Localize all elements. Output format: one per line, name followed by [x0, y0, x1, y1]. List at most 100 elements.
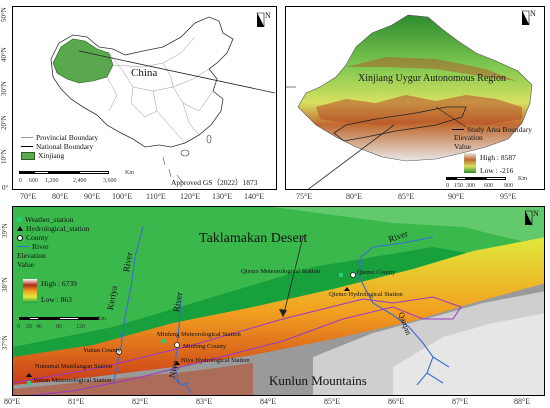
approval-text: Approved GS（2022）1873 [171, 178, 258, 187]
xinjiang-title: Xinjiang Uygur Autonomous Region [358, 73, 507, 84]
scale-tick: 120 [76, 324, 85, 330]
niya-hydro-label: Niya Hydrological Station [181, 357, 250, 364]
lon-tick: 80°E [346, 192, 363, 201]
xinjiang-swatch [21, 151, 35, 160]
lon-tick: 83°E [196, 397, 213, 406]
lon-tick: 70°E [20, 192, 37, 201]
lat-tick: 40°N [0, 47, 8, 62]
xinjiang-dem-graphic [286, 14, 533, 189]
qiemo-county-label: Qiemo County [357, 269, 396, 276]
scale-tick: 40 [36, 324, 42, 330]
lat-tick: 0° [2, 184, 9, 192]
scale-unit: Km [97, 316, 106, 322]
legend-low: Low : 863 [41, 295, 72, 304]
panel-xinjiang-map: Xinjiang Uygur Autonomous Region N Study… [285, 6, 545, 190]
qiemo-county-marker [350, 272, 356, 278]
legend-high: High : 8587 [480, 153, 516, 162]
scale-tick: 20 [26, 324, 32, 330]
china-scale-bar [19, 171, 139, 179]
yutian-county-marker [116, 349, 122, 355]
north-label: N [533, 209, 539, 218]
study-area-boundary [13, 296, 462, 395]
scale-tick: 0 [446, 183, 449, 189]
nunumai-marker [26, 373, 32, 377]
lat-tick: 39°N [1, 223, 9, 238]
nunumai-label: Nunumai Maitilangan Station [35, 363, 113, 370]
lon-tick: 120°E [180, 192, 201, 201]
scale-tick: 0 [19, 178, 22, 184]
qiemo-met-marker [339, 273, 343, 277]
legend-value: Value [17, 260, 35, 269]
china-legend: Provincial Boundary National Boundary Xi… [19, 131, 101, 162]
mountains-label: Kunlun Mountains [269, 373, 367, 388]
lon-tick: 80°E [52, 192, 69, 201]
legend-national: National Boundary [36, 142, 94, 151]
yutian-met-marker [27, 381, 31, 385]
scale-tick: 150 [454, 183, 463, 189]
yutian-met-label: Yutian Meteorological Station [33, 377, 112, 384]
minfeng-met-label: Minfeng Meteorological Station [157, 331, 241, 338]
scale-tick: 80 [56, 324, 62, 330]
legend-value: Value [454, 142, 472, 151]
lon-tick: 140°E [244, 192, 265, 201]
qiemo-hydro-marker [344, 287, 350, 291]
niya-hydro-marker [174, 361, 180, 365]
lat-tick: 10°N [0, 149, 8, 164]
minfeng-county-marker [174, 342, 180, 348]
scale-tick: 0 [17, 324, 20, 330]
desert-label: Taklamakan Desert [199, 231, 308, 246]
scale-tick: 600 [484, 183, 493, 189]
lat-tick: 37°N [1, 335, 9, 350]
lon-tick: 130°E [212, 192, 233, 201]
keriya-river [112, 226, 144, 386]
study-area-legend: Weather_station Hydrological_station Cou… [17, 215, 89, 269]
legend-river: River [32, 242, 49, 251]
lon-tick: 86°E [388, 397, 405, 406]
lat-tick: 50°N [0, 7, 8, 22]
legend-hydrological-station: Hydrological_station [26, 224, 90, 233]
lon-tick: 90°E [84, 192, 101, 201]
north-label: N [265, 11, 271, 20]
panel-china-map: China N Provincial Boundary National Bou… [12, 6, 277, 190]
north-arrow-icon [518, 9, 534, 27]
hydrological-station-icon [17, 226, 23, 231]
legend-weather-station: Weather_station [25, 215, 74, 224]
lon-tick: 75°E [296, 192, 313, 201]
weather-station-icon [17, 217, 22, 222]
scale-tick: 2,400 [73, 178, 87, 184]
minfeng-county-label: Minfeng County [183, 343, 227, 350]
legend-study-area: Study Area Boundary [467, 125, 532, 134]
xinjiang-legend: Study Area Boundary [452, 125, 532, 134]
lon-tick: 84°E [260, 397, 277, 406]
xinjiang-dem [297, 14, 533, 162]
lon-tick: 81°E [68, 397, 85, 406]
lat-tick: 30°N [0, 81, 8, 96]
study-area-boundary [333, 106, 467, 142]
scale-tick: 300 [466, 183, 475, 189]
lat-tick: 38°N [1, 277, 9, 292]
north-arrow-icon [521, 209, 537, 227]
lon-tick: 80°E [4, 397, 21, 406]
elevation-ramp [23, 279, 37, 303]
scale-unit: Km [125, 170, 134, 176]
lat-tick: 20°N [0, 115, 8, 130]
xinjiang-scale-bar [446, 177, 526, 181]
lon-tick: 88°E [514, 397, 531, 406]
scale-tick: 1,200 [45, 178, 59, 184]
provincial-boundary-swatch [21, 137, 33, 138]
lon-tick: 90°E [448, 192, 465, 201]
study-area-swatch [452, 129, 464, 130]
scale-tick: 900 [504, 183, 513, 189]
national-boundary-swatch [21, 146, 33, 147]
lon-tick: 85°E [398, 192, 415, 201]
legend-provincial: Provincial Boundary [36, 133, 99, 142]
lon-tick: 95°E [500, 192, 517, 201]
scale-tick: 3,600 [103, 178, 117, 184]
legend-county: County [26, 233, 49, 242]
county-icon [17, 234, 23, 241]
legend-xinjiang: Xinjiang [38, 151, 65, 160]
yutian-county-label: Yutian County [83, 347, 121, 354]
scale-tick: 600 [29, 178, 38, 184]
river-icon [17, 245, 29, 248]
lon-tick: 110°E [146, 192, 166, 201]
